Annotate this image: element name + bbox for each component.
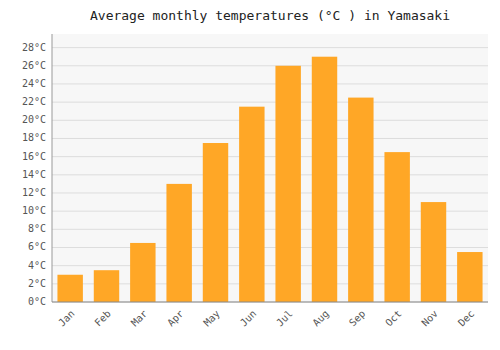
y-tick-label: 12°C [22,187,46,198]
x-tick-label: Sep [347,308,368,329]
x-tick-label: Oct [383,308,404,329]
y-tick-label: 10°C [22,205,46,216]
grid-line [52,302,488,303]
grid-line [52,192,488,193]
x-axis: Jan Feb Mar Apr May Jun Jul Aug Sep Oct Nov Dec [56,308,476,329]
y-tick-label: 28°C [22,42,46,53]
grid-line [52,102,488,103]
title: Average monthly temperatures (°C ) in Ya… [90,8,450,23]
bar [166,184,191,302]
y-tick-label: 0°C [28,296,46,307]
bar [203,143,228,302]
bar [312,57,337,302]
bar [421,202,446,302]
y-tick-label: 26°C [22,60,46,71]
x-tick-label: Jan [56,308,77,329]
x-tick-label: Dec [456,308,477,329]
y-axis: 0°C 2°C 4°C 6°C 8°C 10°C 12°C 14°C 16°C 18°C 20°C 2… [22,42,488,307]
bar [348,98,373,302]
y-tick-label: 24°C [22,78,46,89]
bar [239,107,264,302]
grid-line [52,65,488,66]
bar [275,66,300,302]
x-tick-label: Jul [274,308,295,329]
grid-line [52,120,488,121]
y-tick-label: 14°C [22,169,46,180]
x-tick-label: Feb [92,308,113,329]
x-tick-label: Mar [129,308,150,329]
x-tick-label: Jun [238,308,259,329]
chart: 0°C 2°C 4°C 6°C 8°C 10°C 12°C 14°C 16°C 18°C 20°C 2… [0,0,500,350]
bar [384,152,409,302]
x-tick-label: Aug [310,308,331,329]
x-tick-label: Nov [419,308,440,329]
y-tick-label: 16°C [22,151,46,162]
bar [94,270,119,302]
grid-line [52,174,488,175]
y-tick-label: 20°C [22,114,46,125]
grid-line [52,83,488,84]
grid-line [52,47,488,48]
chart-container: 0°C 2°C 4°C 6°C 8°C 10°C 12°C 14°C 16°C 18°C 20°C 2… [0,0,500,350]
y-tick-label: 4°C [28,260,46,271]
y-tick-label: 18°C [22,132,46,143]
bars [57,57,482,302]
plot-area [52,34,488,302]
x-tick-label: Apr [165,308,186,329]
y-tick-label: 8°C [28,223,46,234]
grid-line [52,156,488,157]
bar [457,252,482,302]
y-tick-label: 2°C [28,278,46,289]
y-tick-label: 22°C [22,96,46,107]
y-axis-line [52,34,53,302]
bar [130,243,155,302]
x-axis-line [52,302,488,303]
bar [57,275,82,302]
y-tick-label: 6°C [28,241,46,252]
x-tick-label: May [201,308,222,329]
grid-line [52,138,488,139]
